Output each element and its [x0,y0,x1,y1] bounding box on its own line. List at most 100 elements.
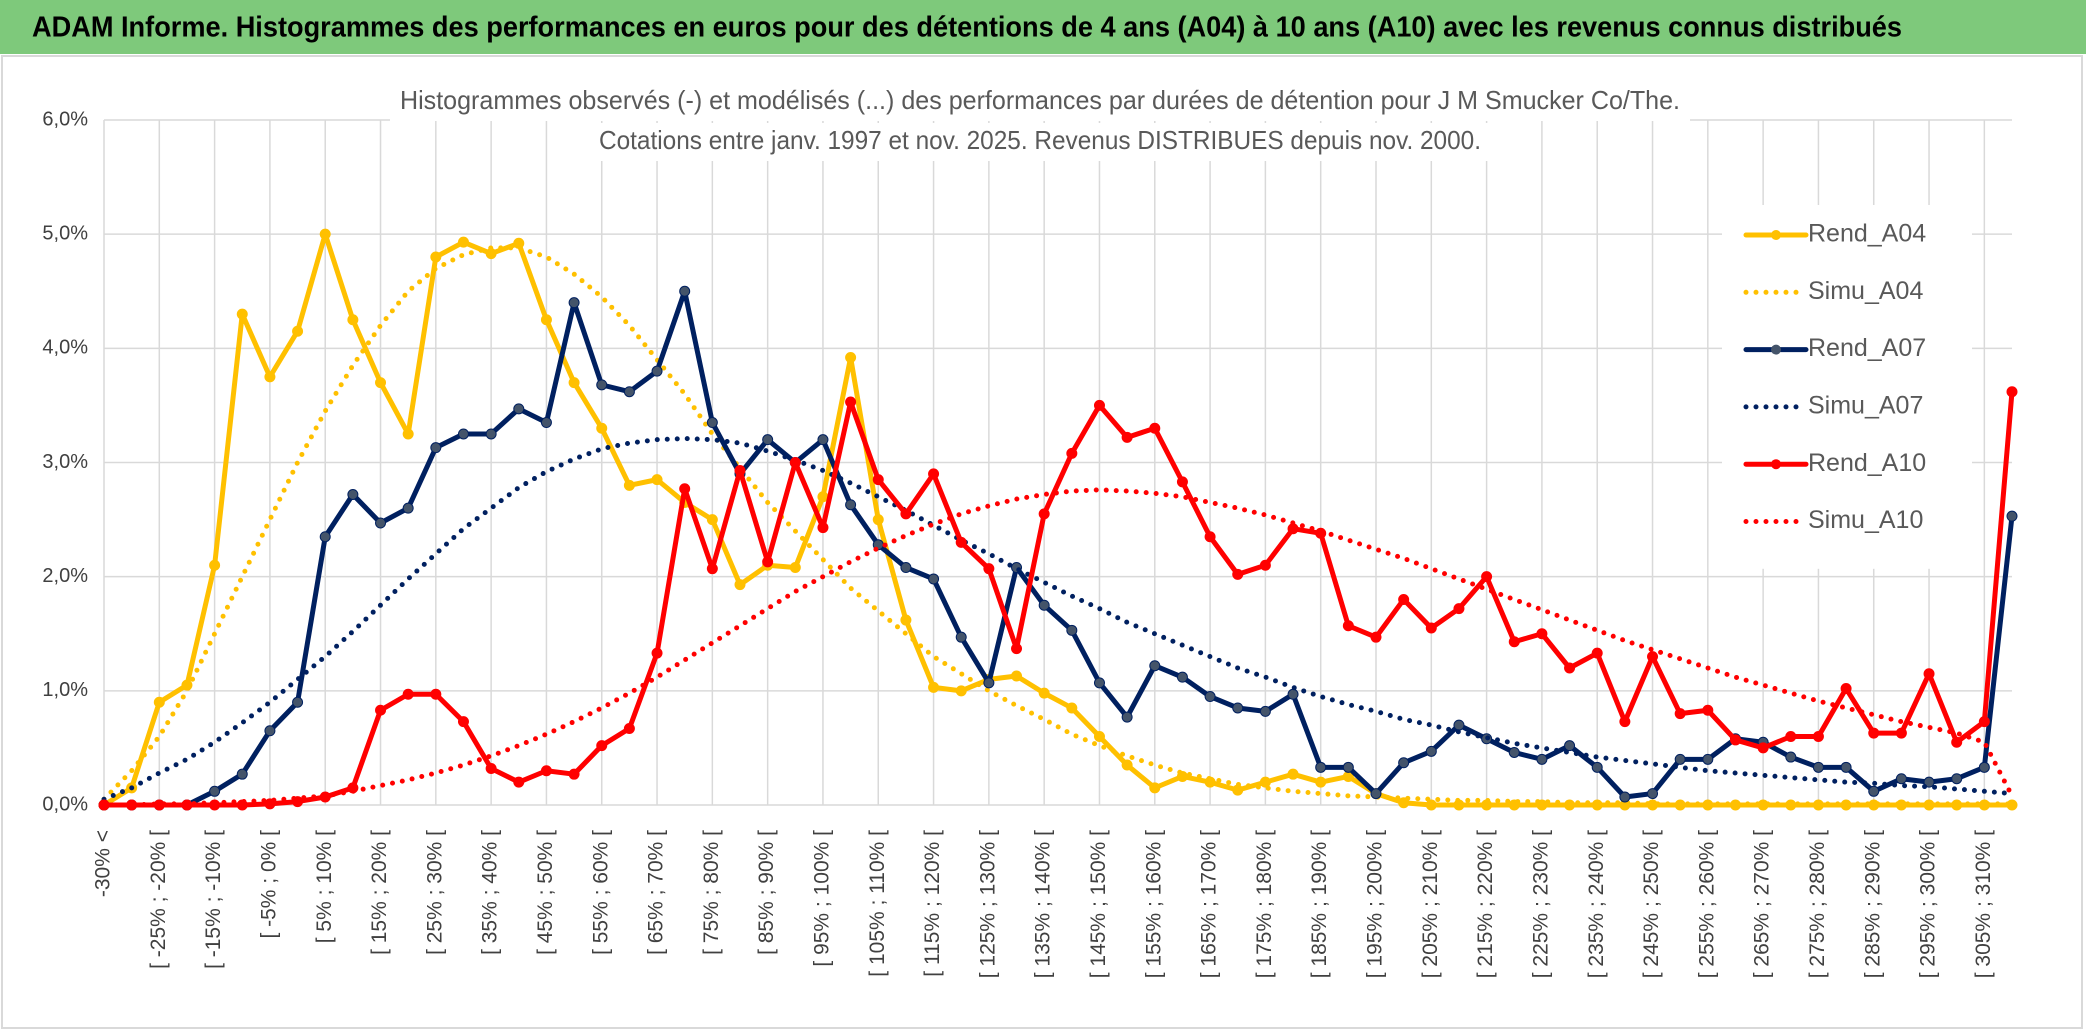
x-tick-label: [ -25% ; -20% [ [147,830,170,969]
x-tick-label: [ 295% ; 300% [ [1917,830,1940,978]
data-point [2006,510,2018,522]
x-tick-label: [ 105% ; 110% [ [866,830,889,977]
data-point [1785,731,1797,742]
x-tick-label: [ 125% ; 130% [ [976,830,999,978]
data-point [1674,708,1686,720]
data-point [1812,761,1824,773]
y-tick-label: 0,0% [42,793,88,815]
data-point [651,365,663,377]
x-tick-label: [ 265% ; 270% [ [1751,830,1774,978]
data-point [651,647,663,659]
data-point [1204,691,1216,703]
data-point [762,556,774,568]
data-point [955,536,967,548]
observed-line [101,389,2015,808]
chart-subtitle: Histogrammes observés (-) et modélisés (… [400,85,1680,115]
data-point [706,514,718,526]
data-point [457,236,469,248]
data-point [1259,776,1271,788]
data-point [623,723,635,735]
x-tick-label: [ 175% ; 180% [ [1253,830,1276,978]
data-point [1895,773,1907,785]
legend-marker [1771,459,1781,470]
data-point [1176,671,1188,683]
data-point [402,502,414,514]
data-point [596,422,608,434]
data-point [457,428,469,440]
data-point [817,522,829,534]
data-point [540,417,552,429]
x-tick-label: [ 75% ; 80% [ [700,830,723,955]
observed-line [101,288,2015,808]
legend-label: Rend_A07 [1808,334,1926,362]
data-point [845,499,857,511]
data-point [292,696,304,708]
data-point [347,488,359,500]
data-point [319,228,331,240]
data-point [485,428,497,440]
x-tick-label: [ 215% ; 220% [ [1474,830,1497,978]
y-tick-label: 2,0% [42,565,88,587]
y-tick-label: 1,0% [42,679,88,701]
data-point [1232,702,1244,714]
data-point [568,377,580,389]
chart-subtitle: Cotations entre janv. 1997 et nov. 2025.… [599,125,1481,155]
data-point [900,614,912,626]
x-tick-label: [ 305% ; 310% [ [1972,830,1995,978]
data-point [292,325,304,337]
data-point [1757,742,1769,754]
data-point [1121,431,1133,443]
data-point [1093,677,1105,689]
data-point [1508,746,1520,758]
data-point [1315,776,1327,788]
data-point [430,688,442,700]
data-point [679,285,691,297]
y-tick-label: 5,0% [42,222,88,244]
x-tick-label: [ 275% ; 280% [ [1806,830,1829,978]
data-point [872,474,884,486]
data-point [236,308,248,320]
data-point [1481,571,1493,583]
legend-marker [1771,344,1781,355]
data-point [1591,761,1603,773]
data-point [1702,753,1714,765]
x-tick-label: [ 255% ; 260% [ [1695,830,1718,978]
data-point [375,517,387,529]
data-point [264,371,276,383]
x-tick-label: [ 5% ; 10% [ [313,830,336,943]
data-point [872,514,884,526]
x-tick-label: [ 225% ; 230% [ [1529,830,1552,978]
data-point [1370,788,1382,800]
data-point [1066,624,1078,636]
x-tick-label: [ 95% ; 100% [ [811,830,834,967]
data-point [513,403,525,415]
data-point [928,573,940,585]
data-point [1536,753,1548,765]
data-point [596,379,608,391]
data-point [457,716,469,728]
data-point [1785,751,1797,763]
chart-title: ADAM Informe. Histogrammes des performan… [32,12,1902,44]
data-point [1370,631,1382,643]
data-point [402,428,414,440]
data-point [1591,647,1603,659]
data-point [1425,799,1437,811]
data-point [1038,687,1050,699]
x-tick-label: [ 155% ; 160% [ [1142,830,1165,978]
data-point [789,457,801,468]
data-point [1149,422,1161,434]
data-point [1453,719,1465,731]
data-point [430,442,442,454]
data-point [1812,731,1824,742]
y-tick-label: 4,0% [42,337,88,359]
data-point [1066,447,1078,459]
data-point [236,768,248,780]
data-point [1259,559,1271,571]
data-point [319,531,331,543]
data-point [1536,628,1548,640]
data-point [375,377,387,389]
data-point [1149,660,1161,672]
data-point [1287,768,1299,780]
model-line [101,487,2015,808]
